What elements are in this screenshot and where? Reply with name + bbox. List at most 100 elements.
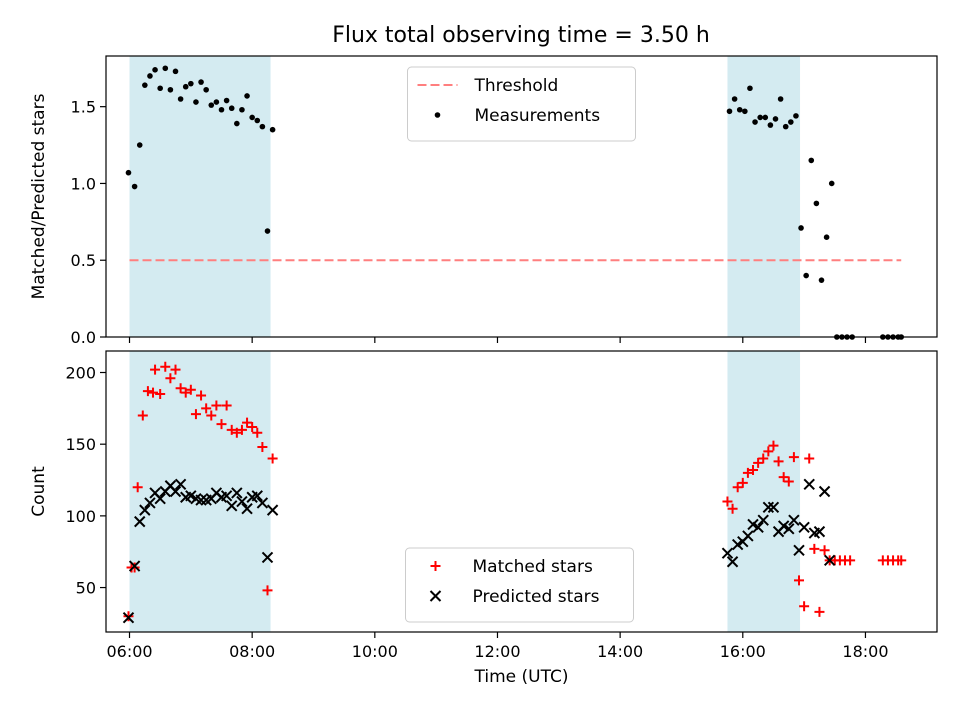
data-point — [732, 482, 743, 493]
data-point — [726, 556, 739, 568]
data-point — [147, 73, 153, 79]
data-point — [123, 611, 134, 622]
data-point — [818, 485, 831, 498]
shaded-interval — [129, 56, 271, 337]
data-point — [828, 180, 835, 187]
x-tick-label: 06:00 — [106, 642, 152, 661]
data-point — [773, 456, 784, 467]
data-point — [218, 106, 225, 113]
data-point — [256, 497, 269, 509]
data-point — [254, 117, 261, 124]
data-point — [196, 390, 207, 401]
data-point — [809, 543, 820, 554]
data-point — [758, 453, 769, 464]
y-axis-label: Matched/Predicted stars — [29, 93, 49, 299]
data-point — [188, 80, 194, 87]
axes-frame — [105, 350, 938, 633]
data-point — [753, 457, 764, 468]
data-point — [251, 490, 263, 502]
data-point — [783, 476, 794, 487]
data-point — [731, 96, 738, 102]
data-point — [142, 386, 153, 397]
data-point — [742, 108, 748, 115]
data-point — [782, 123, 789, 130]
data-point — [823, 554, 836, 567]
data-point — [226, 424, 237, 435]
legend-box — [407, 66, 636, 142]
data-point — [185, 384, 196, 395]
data-point — [757, 514, 769, 526]
data-point — [142, 82, 148, 88]
data-point — [804, 453, 815, 464]
legend-label: Predicted stars — [473, 587, 600, 607]
data-point — [777, 96, 784, 102]
data-point — [259, 123, 266, 130]
legend: Threshold Measurements — [407, 66, 636, 142]
legend-label: Matched stars — [473, 557, 593, 577]
data-point — [798, 521, 810, 534]
x-axis-label: Time (UTC) — [474, 667, 569, 687]
data-point — [128, 560, 141, 572]
data-point — [261, 551, 274, 564]
data-point — [201, 403, 212, 414]
data-point — [742, 467, 753, 478]
data-point — [257, 442, 268, 453]
data-point — [169, 485, 182, 498]
data-point — [172, 68, 179, 75]
data-point — [748, 464, 759, 475]
x-tick-label: 14:00 — [597, 642, 643, 661]
data-point — [778, 472, 789, 483]
data-point — [144, 497, 156, 509]
data-point — [165, 373, 176, 384]
data-point — [845, 555, 856, 566]
data-point — [727, 503, 738, 514]
data-point — [206, 410, 217, 421]
data-point — [122, 611, 135, 624]
data-point — [136, 142, 143, 148]
legend-label: Measurements — [475, 106, 601, 126]
data-point — [818, 277, 825, 283]
data-point — [203, 86, 209, 93]
legend: Matched stars Predicted stars — [405, 547, 634, 623]
data-point — [783, 523, 795, 535]
data-point — [226, 500, 238, 512]
data-point — [154, 492, 166, 505]
figure-title: Flux total observing time = 3.50 h — [332, 23, 710, 48]
data-point — [808, 157, 815, 164]
legend-swatch — [434, 112, 441, 118]
data-point — [266, 504, 279, 516]
data-point — [788, 514, 800, 526]
star-count-panel: 06:00 08:00 10:00 12:00 14:00 16:00 18:00 50 100… — [29, 350, 938, 687]
data-point — [211, 400, 222, 411]
data-point — [231, 487, 243, 499]
y-tick-label: 1.5 — [71, 98, 96, 117]
data-point — [793, 544, 805, 556]
data-point — [813, 200, 820, 207]
data-point — [819, 545, 830, 556]
data-point — [131, 183, 138, 190]
data-point — [247, 421, 258, 432]
data-point — [799, 601, 810, 612]
data-point — [152, 67, 158, 73]
data-point — [208, 102, 215, 108]
data-point — [182, 83, 189, 90]
data-point — [216, 419, 227, 430]
data-point — [803, 478, 815, 491]
data-point — [155, 389, 166, 400]
data-point — [768, 440, 779, 451]
data-point — [762, 114, 769, 121]
data-point — [162, 65, 169, 72]
data-point — [175, 383, 186, 394]
y-tick-label: 100 — [65, 507, 96, 526]
data-point — [721, 547, 734, 559]
axes-frame — [105, 55, 938, 338]
y-tick-label: 200 — [65, 364, 96, 383]
y-axis-label: Count — [29, 466, 49, 517]
data-point — [157, 85, 163, 92]
data-point — [726, 108, 733, 115]
data-point — [241, 502, 253, 515]
x-tick-label: 12:00 — [474, 642, 520, 661]
data-point — [798, 225, 804, 231]
data-point — [252, 427, 263, 438]
